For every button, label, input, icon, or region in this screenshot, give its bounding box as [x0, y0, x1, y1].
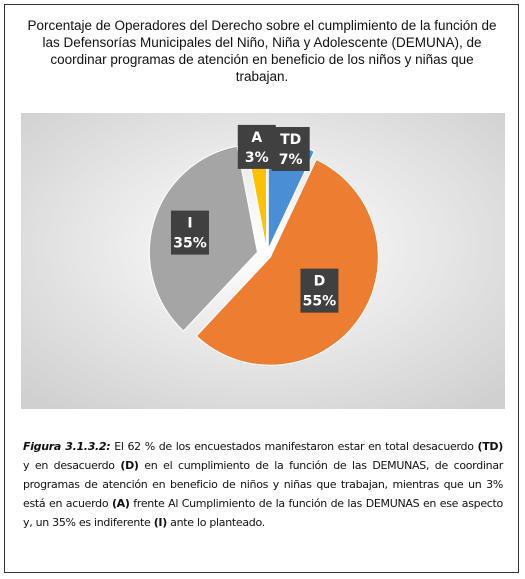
data-label-box [170, 210, 209, 255]
caption-text: (A) [111, 497, 130, 510]
category-label: I [187, 216, 192, 232]
caption-text: ante lo planteado. [166, 516, 265, 529]
category-label: A [251, 130, 262, 146]
data-label-box [271, 127, 310, 172]
caption-text: (TD) [477, 440, 504, 453]
category-label: TD [280, 132, 301, 148]
data-label: 35% [173, 236, 207, 252]
figure-label: Figura 3.1.3.2: [23, 440, 111, 453]
category-label: D [314, 274, 326, 290]
data-label: 7% [279, 152, 303, 168]
data-label-box [300, 268, 339, 313]
chart-title: Porcentaje de Operadores del Derecho sob… [27, 18, 497, 84]
data-label: 3% [245, 150, 269, 166]
data-label-box [237, 124, 276, 169]
caption-text: El 62 % de los encuestados manifestaron … [110, 440, 478, 453]
caption-text: (D) [120, 459, 139, 472]
caption-text: y en desacuerdo [23, 459, 121, 472]
data-label: 55% [303, 294, 337, 310]
caption-text: frente Al Cumplimiento de la función de … [23, 497, 503, 529]
caption: Figura 3.1.3.2: El 62 % de los encuestad… [23, 437, 503, 532]
chart: TD 7% D 55% I 35% A 3% [21, 113, 505, 409]
pie-slice [195, 158, 379, 366]
figure-frame: Porcentaje de Operadores del Derecho sob… [4, 4, 519, 573]
caption-text: en el cumplimiento de la función de las … [23, 459, 503, 510]
caption-text: (I) [153, 516, 168, 529]
